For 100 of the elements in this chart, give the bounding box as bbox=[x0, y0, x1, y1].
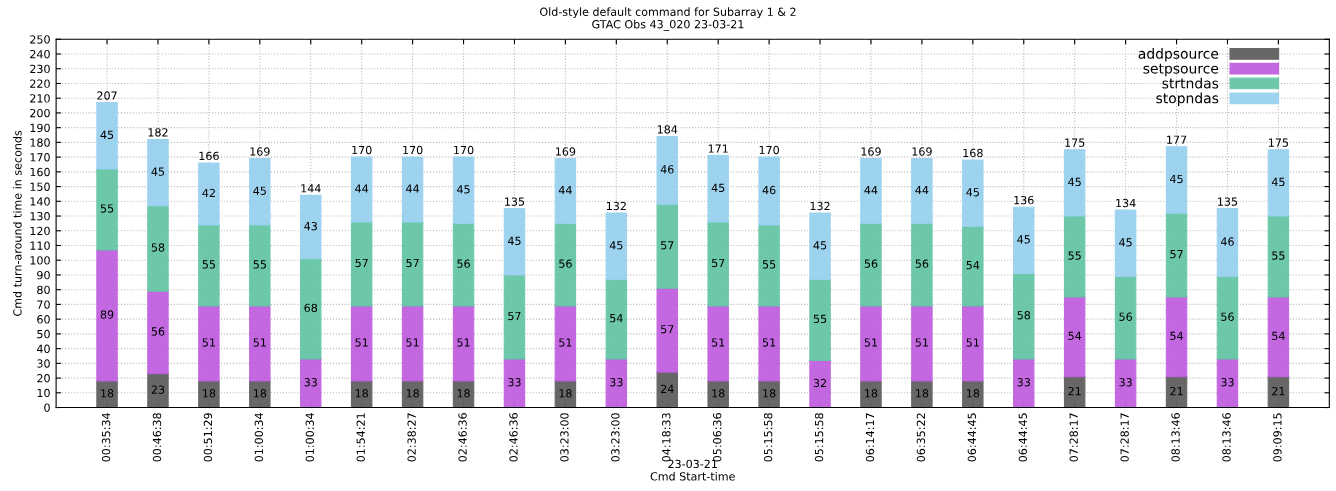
bar bbox=[1165, 146, 1188, 214]
data-label: 45 bbox=[1271, 177, 1285, 187]
bar bbox=[147, 138, 169, 207]
chart-subtitle: GTAC Obs 43_020 23-03-21 bbox=[592, 19, 744, 31]
bar bbox=[656, 135, 678, 205]
y-tick-label: 50 bbox=[37, 329, 50, 339]
total-label: 207 bbox=[97, 91, 117, 100]
y-tick-label: 110 bbox=[30, 241, 50, 250]
bar bbox=[147, 205, 169, 292]
bar bbox=[911, 305, 933, 382]
bar bbox=[300, 194, 322, 260]
x-tick-label: 05:15:58 bbox=[814, 413, 824, 462]
bar bbox=[860, 222, 882, 307]
data-label: 51 bbox=[711, 338, 725, 347]
total-label: 136 bbox=[1014, 195, 1034, 205]
bar bbox=[707, 221, 729, 307]
bar bbox=[656, 287, 678, 373]
bar bbox=[554, 305, 577, 382]
data-label: 46 bbox=[660, 165, 674, 174]
bar bbox=[1114, 209, 1137, 277]
data-label: 33 bbox=[508, 378, 521, 387]
data-label: 18 bbox=[253, 389, 267, 398]
y-tick-label: 120 bbox=[30, 226, 50, 236]
x-tick-label: 03:23:00 bbox=[611, 413, 620, 462]
data-label: 56 bbox=[457, 259, 470, 268]
chart-title: Old-style default command for Subarray 1 & 2 bbox=[540, 7, 796, 19]
data-label: 32 bbox=[813, 378, 826, 388]
data-label: 45 bbox=[507, 236, 521, 246]
bar bbox=[911, 222, 933, 307]
bar bbox=[707, 155, 729, 223]
bar bbox=[1216, 275, 1239, 360]
bar bbox=[605, 358, 628, 408]
bar bbox=[554, 222, 577, 307]
bar bbox=[1013, 358, 1035, 408]
y-tick-label: 210 bbox=[30, 94, 50, 103]
total-label: 135 bbox=[1218, 197, 1238, 206]
data-label: 44 bbox=[915, 185, 929, 195]
total-label: 175 bbox=[1269, 138, 1289, 147]
data-label: 45 bbox=[1017, 235, 1030, 244]
total-label: 135 bbox=[505, 197, 525, 206]
bar bbox=[656, 203, 678, 289]
data-label: 54 bbox=[610, 314, 623, 323]
bar bbox=[1063, 215, 1086, 298]
y-tick-label: 140 bbox=[30, 197, 50, 206]
bar bbox=[1267, 149, 1290, 217]
bar bbox=[554, 158, 577, 224]
bar bbox=[503, 274, 526, 360]
data-label: 51 bbox=[762, 338, 776, 347]
bar bbox=[1165, 212, 1188, 298]
data-label: 56 bbox=[151, 327, 165, 336]
bar bbox=[350, 221, 373, 307]
data-label: 44 bbox=[864, 185, 878, 195]
data-label: 51 bbox=[355, 338, 368, 347]
bar bbox=[350, 156, 373, 223]
y-tick-label: 100 bbox=[30, 256, 50, 265]
bar bbox=[401, 221, 424, 307]
legend-label: stopndas bbox=[1156, 92, 1219, 107]
y-tick-label: 30 bbox=[37, 359, 50, 368]
data-label: 45 bbox=[457, 185, 470, 194]
data-label: 68 bbox=[304, 303, 318, 313]
total-label: 170 bbox=[352, 145, 372, 155]
data-label: 55 bbox=[762, 260, 776, 269]
data-label: 51 bbox=[253, 338, 266, 347]
total-label: 169 bbox=[250, 147, 270, 156]
bar bbox=[1063, 149, 1086, 217]
bar bbox=[350, 305, 373, 382]
x-tick-label: 02:38:27 bbox=[407, 413, 416, 462]
total-label: 177 bbox=[1167, 135, 1187, 144]
data-label: 57 bbox=[508, 311, 521, 321]
data-label: 45 bbox=[1170, 174, 1183, 184]
bar bbox=[962, 159, 984, 227]
data-label: 18 bbox=[865, 389, 878, 398]
data-label: 45 bbox=[100, 130, 114, 139]
bar bbox=[452, 305, 475, 382]
bar bbox=[605, 278, 628, 360]
data-label: 18 bbox=[966, 389, 980, 398]
total-label: 168 bbox=[963, 148, 983, 158]
bar bbox=[452, 222, 475, 307]
data-label: 45 bbox=[151, 167, 165, 176]
data-label: 33 bbox=[610, 378, 623, 387]
data-label: 33 bbox=[1119, 378, 1132, 387]
bar bbox=[1216, 208, 1239, 277]
x-tick-label: 01:54:21 bbox=[356, 413, 365, 462]
legend-label: setpsource bbox=[1143, 63, 1219, 77]
bar bbox=[503, 208, 526, 276]
data-label: 57 bbox=[355, 258, 368, 268]
y-tick-label: 150 bbox=[30, 182, 50, 191]
data-label: 42 bbox=[202, 188, 215, 198]
data-label: 45 bbox=[966, 188, 979, 197]
x-tick-label: 07:28:17 bbox=[1069, 413, 1078, 462]
bar bbox=[96, 249, 118, 382]
total-label: 171 bbox=[708, 144, 728, 153]
data-label: 51 bbox=[406, 338, 419, 347]
data-label: 21 bbox=[1272, 386, 1285, 396]
data-label: 57 bbox=[1170, 250, 1183, 259]
total-label: 182 bbox=[148, 128, 168, 137]
data-label: 56 bbox=[559, 259, 572, 268]
data-label: 56 bbox=[915, 259, 929, 268]
data-label: 18 bbox=[203, 389, 216, 398]
bar bbox=[300, 358, 322, 408]
